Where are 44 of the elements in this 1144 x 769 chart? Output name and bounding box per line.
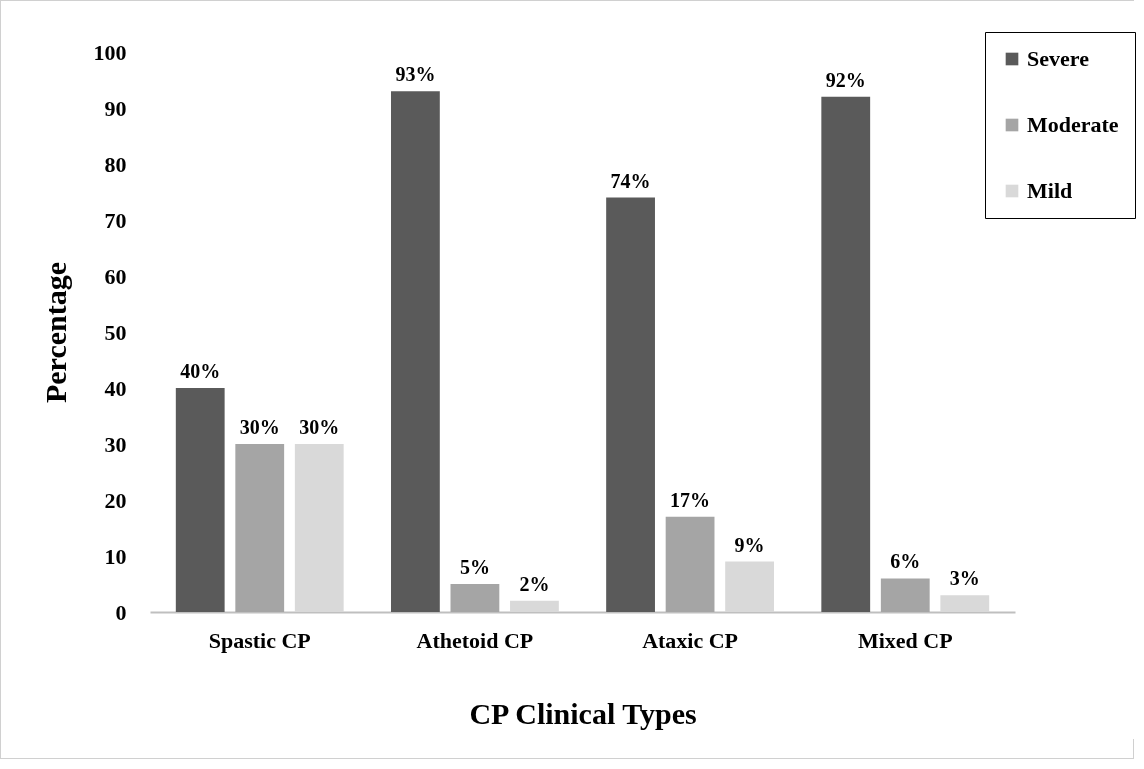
- y-tick-label: 50: [104, 319, 127, 345]
- y-tick-label: 60: [104, 263, 127, 289]
- data-label: 74%: [610, 169, 651, 192]
- y-tick-label: 70: [104, 207, 127, 233]
- y-tick-label: 20: [104, 487, 127, 513]
- x-tick-label: Athetoid CP: [416, 627, 534, 653]
- bar: [665, 516, 715, 612]
- bar: [450, 584, 500, 612]
- legend-label: Mild: [1027, 178, 1073, 203]
- bar: [294, 444, 344, 612]
- data-label: 17%: [670, 488, 711, 511]
- legend-label: Severe: [1027, 46, 1090, 71]
- data-label: 3%: [949, 567, 980, 590]
- data-label: 6%: [890, 550, 921, 573]
- bar: [606, 197, 655, 612]
- bar: [880, 578, 930, 612]
- y-tick-label: 30: [104, 431, 127, 457]
- bar: [940, 595, 990, 612]
- bar: [725, 561, 774, 612]
- legend-label: Moderate: [1027, 112, 1119, 137]
- y-tick-label: 40: [104, 375, 127, 401]
- bar: [175, 388, 225, 612]
- bar: [235, 444, 285, 612]
- data-label: 2%: [519, 572, 550, 595]
- data-label: 5%: [459, 556, 490, 578]
- bar: [510, 600, 559, 612]
- x-axis-title: CP Clinical Types: [469, 696, 697, 730]
- data-label: 92%: [825, 68, 866, 91]
- y-tick-label: 100: [93, 39, 127, 65]
- y-tick-label: 10: [104, 543, 127, 569]
- data-label: 9%: [734, 533, 765, 556]
- y-tick-label: 80: [104, 151, 127, 177]
- data-label: 30%: [239, 416, 280, 438]
- data-label: 30%: [299, 416, 340, 438]
- bar: [821, 96, 871, 612]
- x-tick-label: Ataxic CP: [642, 627, 739, 653]
- y-tick-label: 0: [115, 599, 127, 625]
- bar: [391, 91, 440, 612]
- data-label: 93%: [395, 63, 436, 86]
- y-axis-title: Percentage: [38, 261, 72, 404]
- x-tick-label: Spastic CP: [208, 627, 311, 653]
- x-tick-label: Mixed CP: [857, 627, 953, 653]
- data-label: 40%: [180, 360, 221, 382]
- y-tick-label: 90: [104, 95, 127, 121]
